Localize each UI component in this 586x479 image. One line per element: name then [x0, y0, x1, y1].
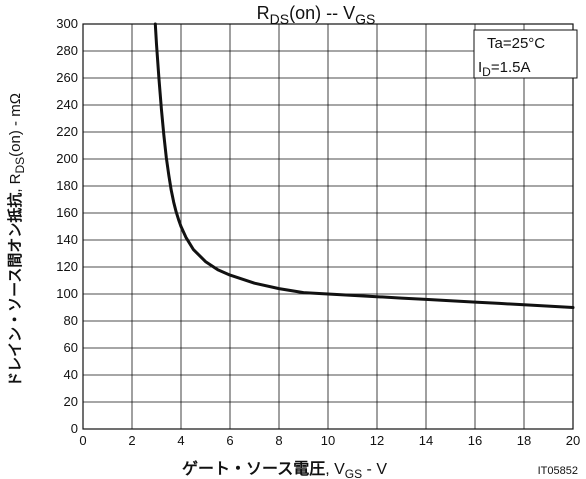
y-tick-label: 100 — [56, 286, 78, 301]
annotation-temperature: Ta=25°C — [487, 35, 545, 52]
x-tick-label: 8 — [275, 433, 282, 448]
x-tick-label: 10 — [321, 433, 335, 448]
x-tick-label: 6 — [226, 433, 233, 448]
x-tick-label: 20 — [566, 433, 580, 448]
y-tick-label: 200 — [56, 151, 78, 166]
x-tick-label: 16 — [468, 433, 482, 448]
figure-code: IT05852 — [538, 465, 578, 477]
x-tick-label: 0 — [79, 433, 86, 448]
y-tick-label: 80 — [64, 313, 78, 328]
y-tick-label: 120 — [56, 259, 78, 274]
y-tick-label: 20 — [64, 394, 78, 409]
y-tick-label: 280 — [56, 43, 78, 58]
y-tick-labels: 0 20 40 60 80 100 120 140 160 180 200 220 240 260 280 3… — [56, 16, 78, 436]
y-tick-label: 60 — [64, 340, 78, 355]
y-tick-label: 0 — [71, 421, 78, 436]
y-axis-label: ドレイン・ソース間オン抵抗, RDS(on) - mΩ — [6, 93, 27, 387]
x-tick-label: 18 — [517, 433, 531, 448]
x-tick-labels: 0 2 4 6 8 10 12 14 16 18 20 — [79, 433, 580, 448]
y-tick-label: 40 — [64, 367, 78, 382]
y-tick-label: 180 — [56, 178, 78, 193]
y-tick-label: 160 — [56, 205, 78, 220]
y-tick-label: 220 — [56, 124, 78, 139]
x-tick-label: 14 — [419, 433, 433, 448]
y-tick-label: 260 — [56, 70, 78, 85]
chart-title: RDS(on) -- VGS — [257, 3, 376, 27]
x-tick-label: 2 — [128, 433, 135, 448]
x-axis-label: ゲート・ソース電圧, VGS - V — [182, 459, 387, 479]
y-tick-label: 140 — [56, 232, 78, 247]
x-tick-label: 4 — [177, 433, 184, 448]
plot-frame — [82, 23, 574, 430]
grid — [82, 23, 574, 430]
annotation-box — [473, 29, 578, 79]
y-tick-label: 240 — [56, 97, 78, 112]
annotation-current: ID=1.5A — [478, 59, 530, 79]
series-line-rds-vs-vgs — [153, 22, 575, 309]
y-tick-label: 300 — [56, 16, 78, 31]
x-tick-label: 12 — [370, 433, 384, 448]
